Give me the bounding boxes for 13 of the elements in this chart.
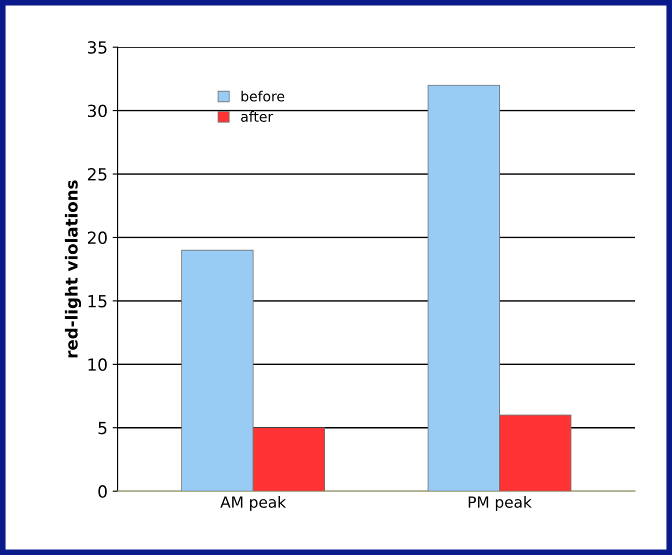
legend-label: after [241, 111, 274, 122]
y-tick-label: 35 [88, 41, 106, 54]
y-tick-label: 15 [88, 295, 106, 308]
y-tick-label: 30 [88, 104, 107, 118]
y-tick-label: 25 [88, 168, 106, 181]
y-tick-label: 20 [88, 231, 107, 244]
y-tick-label: 5 [98, 422, 106, 434]
x-tick-label: AM peak [220, 496, 286, 511]
x-tick-label: PM peak [468, 496, 532, 511]
legend-label: before [242, 90, 284, 102]
y-tick-label: 0 [98, 485, 107, 498]
y-tick-label: 10 [88, 358, 107, 371]
y-axis-title: red-light violations [64, 180, 82, 358]
